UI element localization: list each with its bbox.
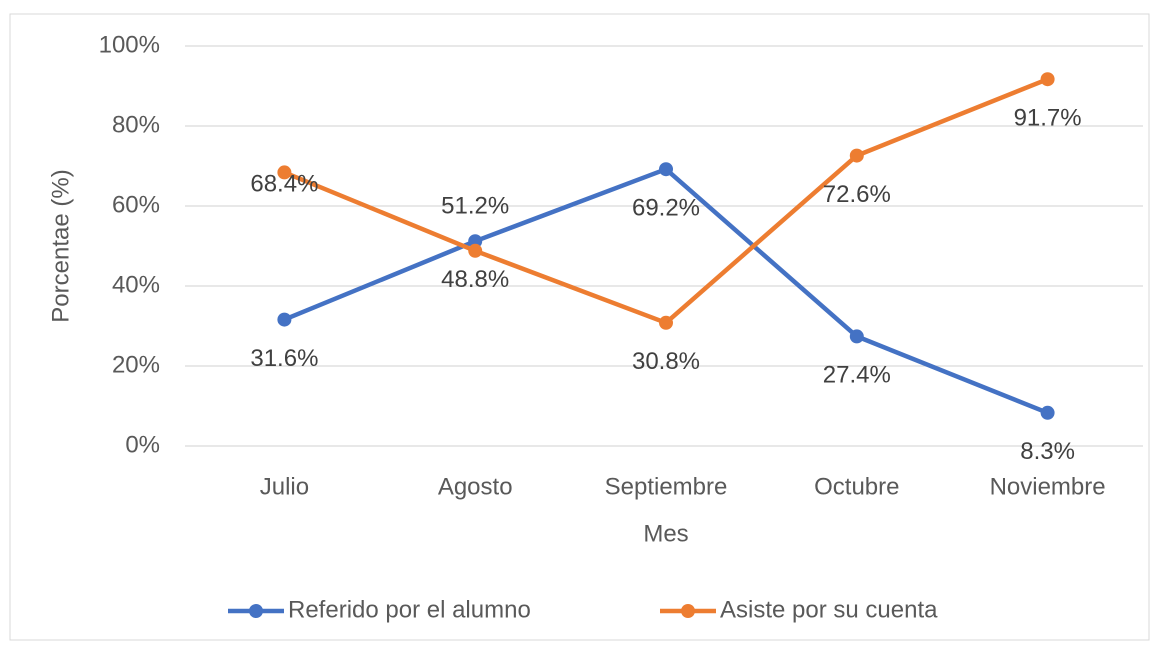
y-tick-label: 80% [112, 111, 160, 138]
data-label: 68.4% [250, 171, 318, 198]
point [659, 162, 673, 177]
y-tick-label: 0% [125, 431, 160, 458]
point [468, 243, 483, 258]
data-label: 48.8% [441, 266, 509, 293]
chart-frame [9, 13, 1150, 641]
point [849, 148, 864, 163]
point [1040, 72, 1055, 87]
point [659, 315, 673, 330]
legend-label: Asiste por su cuenta [720, 596, 938, 623]
x-tick-label: Septiembre [605, 473, 728, 500]
data-label: 27.4% [823, 362, 891, 389]
x-tick-label: Agosto [438, 473, 513, 500]
y-tick-label: 60% [112, 191, 160, 218]
point [1040, 405, 1055, 420]
y-tick-label: 100% [99, 31, 160, 58]
x-axis-title: Mes [643, 520, 688, 547]
legend-marker [681, 604, 695, 618]
data-label: 69.2% [632, 195, 700, 222]
point [849, 329, 864, 344]
y-axis-title: Porcentae (%) [47, 169, 74, 322]
point [277, 165, 292, 180]
legend-marker [249, 604, 263, 618]
data-label: 31.6% [250, 345, 318, 372]
x-tick-label: Octubre [814, 473, 899, 500]
point [468, 234, 483, 249]
data-label: 8.3% [1020, 438, 1075, 465]
x-tick-label: Noviembre [990, 473, 1106, 500]
data-label: 91.7% [1014, 105, 1082, 132]
data-label: 72.6% [823, 181, 891, 208]
y-tick-label: 20% [112, 351, 160, 378]
x-tick-label: Julio [260, 473, 309, 500]
legend-label: Referido por el alumno [288, 596, 531, 623]
data-label: 51.2% [441, 193, 509, 220]
data-label: 30.8% [632, 348, 700, 375]
y-tick-label: 40% [112, 271, 160, 298]
point [277, 312, 292, 327]
